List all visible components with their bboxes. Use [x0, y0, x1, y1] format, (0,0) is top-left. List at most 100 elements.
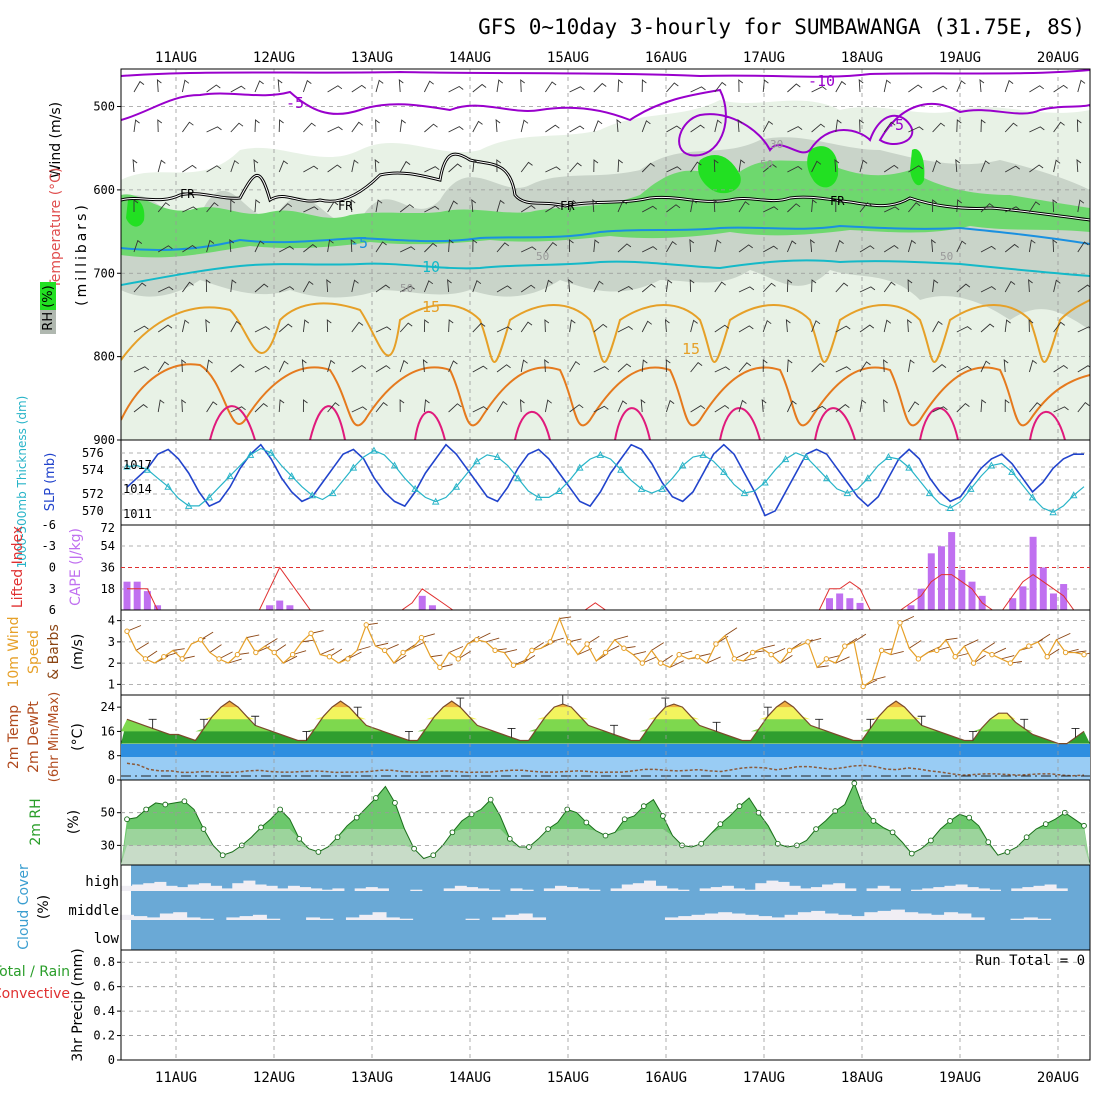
date-label-bottom: 20AUG — [1037, 1070, 1079, 1086]
cloud-high-bar — [299, 887, 312, 891]
thickness-marker — [267, 448, 275, 456]
precip-panel-frame — [120, 949, 1091, 1061]
wind-barb — [327, 402, 340, 413]
wind-barb — [472, 239, 478, 253]
label-minus10: -10 — [808, 72, 835, 90]
dewpoint-line — [126, 762, 1085, 777]
rh-marker — [736, 803, 743, 810]
cloud-middle-bar — [492, 917, 507, 920]
wind-barb — [787, 203, 801, 213]
wind-barb — [521, 246, 537, 253]
wind-barb — [1076, 119, 1082, 133]
wind-barb — [157, 159, 166, 173]
cloud-high-bar — [154, 881, 167, 891]
date-label-bottom: 18AUG — [841, 1070, 883, 1086]
wind-barb — [544, 279, 553, 293]
wind-barb — [254, 119, 260, 133]
rh-marker — [889, 829, 896, 836]
tick-label: 800 — [93, 350, 115, 364]
wind-barb — [230, 159, 239, 173]
wind-speed-marker — [418, 634, 425, 641]
top-date-labels: 11AUG 12AUG 13AUG 14AUG 15AUG 16AUG 17AUG 18AUG… — [155, 50, 1079, 66]
wind-barb — [545, 81, 557, 93]
thickness-marker — [617, 465, 625, 473]
cloud-high-bar — [176, 887, 189, 891]
cloud-middle-bar — [345, 917, 360, 920]
wind-speed-marker — [768, 651, 774, 658]
wind-barb — [1029, 201, 1041, 213]
wind-barb — [157, 361, 169, 373]
wind-barb — [785, 319, 791, 333]
wind-barb — [520, 321, 533, 333]
cloud-middle-bar — [532, 917, 547, 920]
wind-barb — [350, 239, 356, 253]
rh-marker — [698, 840, 705, 847]
cloud-middle-bar — [133, 916, 148, 920]
wind-speed-marker — [271, 649, 277, 656]
wind-speed-marker — [842, 643, 848, 649]
wind-barb — [932, 364, 947, 373]
wind-barb — [908, 202, 921, 213]
cloud-high-bar — [911, 889, 924, 891]
temp-area — [121, 701, 1090, 744]
cloud-high-bar — [710, 887, 723, 891]
wind-barb — [496, 242, 510, 253]
cloud-high-bar — [877, 885, 890, 891]
wind-speed-marker — [565, 639, 572, 645]
wind-barb — [423, 399, 430, 413]
wind-barb — [423, 80, 434, 93]
wind-barb — [908, 165, 923, 173]
label-rh-50-a: 50 — [760, 158, 773, 171]
wind-barb — [714, 239, 722, 253]
wind-barb — [230, 85, 246, 93]
wind-barb — [544, 359, 549, 373]
wind-barb — [205, 319, 211, 333]
wind-barb — [689, 239, 695, 253]
wind-barb — [1077, 284, 1090, 293]
tick-label: 0.6 — [93, 980, 115, 994]
rh-ylabel-units: (%) — [66, 810, 82, 834]
wind-barb — [1053, 364, 1068, 373]
wind-barb — [835, 119, 842, 133]
rh-bright-fill-2 — [807, 146, 839, 188]
rh-marker — [296, 835, 303, 842]
wind-barb — [1004, 243, 1019, 253]
wind-speed-marker — [639, 660, 646, 666]
slp-tick-label: 1017 — [123, 458, 152, 472]
wind-barb — [327, 126, 343, 133]
label-minus5-b: -5 — [886, 116, 904, 134]
temp-whisker — [353, 706, 362, 717]
date-label-top: 17AUG — [743, 50, 785, 66]
thickness-marker — [370, 446, 378, 454]
wind-barb — [835, 404, 850, 413]
thickness-tick-label: 576 — [82, 446, 104, 460]
date-label-bottom: 13AUG — [351, 1070, 393, 1086]
wind-barb — [132, 159, 138, 173]
tick-label: 30 — [101, 838, 115, 852]
wind-barb — [641, 205, 658, 213]
wind-speed-marker — [860, 683, 866, 690]
temp-ylabel-1: 2m Temp — [6, 705, 22, 769]
temp-whisker — [917, 715, 926, 726]
wind-barb — [593, 280, 604, 293]
wind-barb — [617, 285, 633, 293]
thickness-marker — [946, 504, 954, 511]
wind-barb — [327, 201, 339, 213]
rh-marker — [526, 844, 532, 850]
cloud-middle-bar — [691, 914, 706, 920]
wind-barb — [811, 86, 827, 93]
cape-bar — [907, 605, 915, 610]
wind-barb — [651, 642, 664, 651]
wind-barb — [496, 401, 508, 413]
cloud-high-bar — [143, 883, 156, 891]
wind-barb — [430, 654, 443, 658]
cloud-high-bar — [944, 885, 957, 891]
wind-speed-marker — [253, 649, 259, 656]
cape-bar — [968, 581, 976, 610]
label-minus5-low: -5 — [350, 234, 368, 252]
wind-barb — [448, 239, 454, 253]
tick-label: 50 — [101, 806, 115, 820]
wind-speed-marker — [878, 647, 885, 654]
cloud-middle-bar — [319, 918, 334, 920]
